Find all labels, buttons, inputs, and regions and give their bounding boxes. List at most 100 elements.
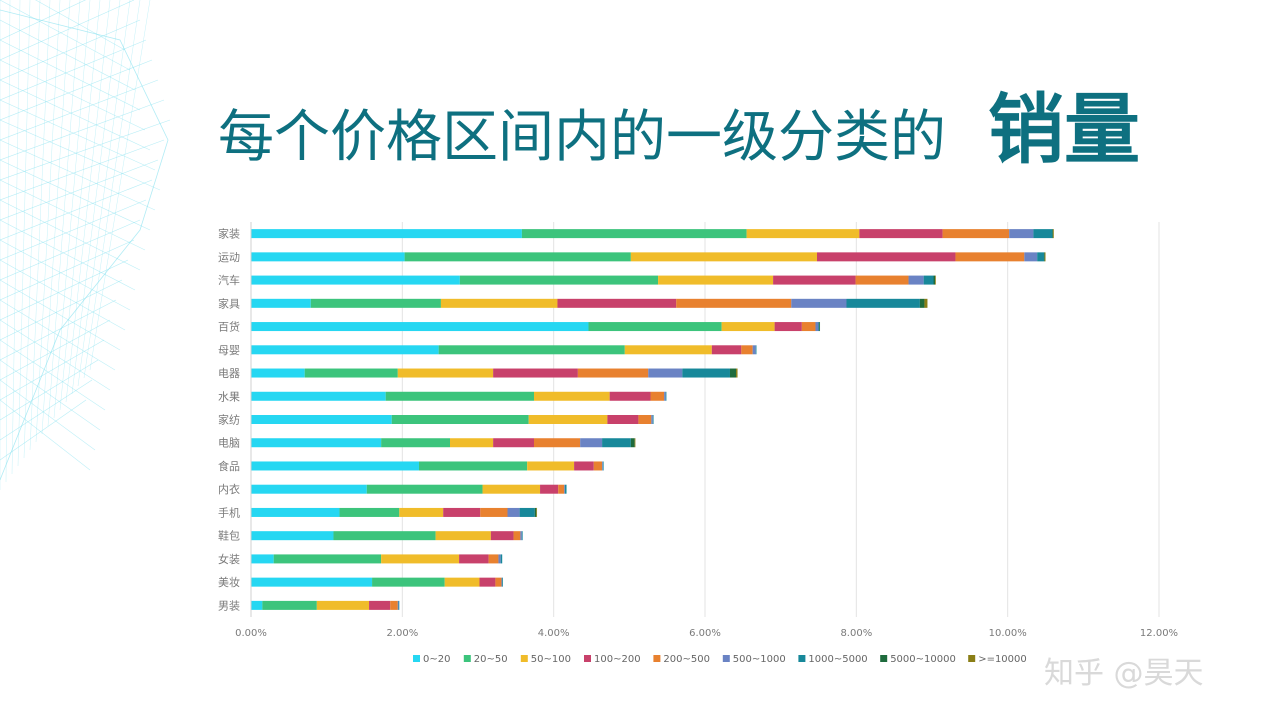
category-label: 食品 [218,459,240,473]
bar-segment [398,600,400,610]
bar-segment [607,415,639,424]
bar-segment [1044,252,1046,262]
bar-segment [507,507,520,517]
legend-swatch [584,655,591,662]
bar-segment [736,368,738,378]
legend-label: 100~200 [594,654,641,665]
watermark: 知乎 @昊天 [1044,656,1204,691]
x-tick-label: 4.00% [538,628,570,639]
legend-label: 0~20 [423,654,450,665]
bar-segment [251,252,405,262]
bar-segment [630,438,635,448]
bar-segment [859,229,943,239]
bar-segment [1009,229,1034,239]
bar-segment [443,507,481,517]
bar-segment [630,252,817,262]
bar-segment [651,415,653,424]
bar-segment [923,275,934,285]
bar-segment [251,438,382,448]
bar-segment [801,322,816,332]
bar-segment [1043,252,1045,262]
category-label: 水果 [218,390,240,403]
bar-segment [574,461,594,471]
bar-segment [519,507,535,517]
bar-segment [564,484,566,494]
category-label: 运动 [218,251,240,264]
bar-segment [557,298,677,308]
bar-segment [638,415,652,424]
bar-segment [251,600,263,610]
legend-label: >=10000 [978,654,1027,665]
x-tick-label: 12.00% [1140,628,1178,639]
bar-segment [369,600,391,610]
bar-segment [399,507,444,517]
bar-segment [908,275,924,285]
bar-segment [372,577,445,587]
bar-segment [459,275,659,285]
bar-segment [580,438,603,448]
bar-segment [251,391,386,401]
bar-segment [819,322,821,332]
bar-segment [933,275,936,285]
bar-segment [752,345,756,355]
x-tick-label: 8.00% [840,628,872,639]
bar-segment [273,554,382,564]
bar-segment [251,554,274,564]
bar-segment [746,229,860,239]
bar-segment [493,368,578,378]
bar-segment [955,252,1025,262]
x-tick-label: 10.00% [989,628,1027,639]
bar-segment [919,298,925,308]
category-label: 女装 [218,552,240,566]
legend-swatch [798,655,806,662]
bar-segment [521,531,523,541]
bar-segment [501,577,503,587]
bar-segment [480,507,508,517]
bar-segment [498,554,501,564]
bar-segment [602,461,604,471]
bar-segment [333,531,436,541]
category-label: 母婴 [218,344,240,357]
bar-segment [493,438,534,448]
bar-segment [418,461,528,471]
bar-segment [540,484,559,494]
bar-segment [577,368,649,378]
bar-segment [513,531,521,541]
category-label: 美妆 [218,576,240,589]
category-label: 内衣 [218,482,240,496]
category-label: 电脑 [218,437,240,450]
category-label: 鞋包 [218,529,240,543]
bar-segment [652,415,654,424]
bar-segment [479,577,496,587]
legend-swatch [413,655,420,662]
category-label: 电器 [218,367,240,380]
bar-segment [381,554,460,564]
bar-segment [815,322,819,332]
bar-segment [304,368,398,378]
bar-segment [791,298,847,308]
wireframe-decoration [0,0,171,490]
bar-segment [755,345,757,355]
bar-segment [366,484,483,494]
category-label: 百货 [218,320,240,334]
bar-segment [773,275,856,285]
bar-segment [1024,252,1038,262]
bar-segment [488,554,499,564]
bar-segment [381,438,451,448]
bar-segment [558,484,565,494]
bar-segment [251,484,367,494]
bar-segment [251,229,522,239]
bar-segment [397,600,399,610]
bar-segment [729,368,737,378]
bar-segment [316,600,370,610]
bar-segment [818,322,820,332]
bar-segment [1033,229,1053,239]
bar-segment [741,345,753,355]
bar-segment [251,507,340,517]
bar-segment [251,322,589,332]
bar-segment [339,507,400,517]
bar-segment [438,345,625,355]
bar-segment [924,298,928,308]
bar-segment [676,298,792,308]
